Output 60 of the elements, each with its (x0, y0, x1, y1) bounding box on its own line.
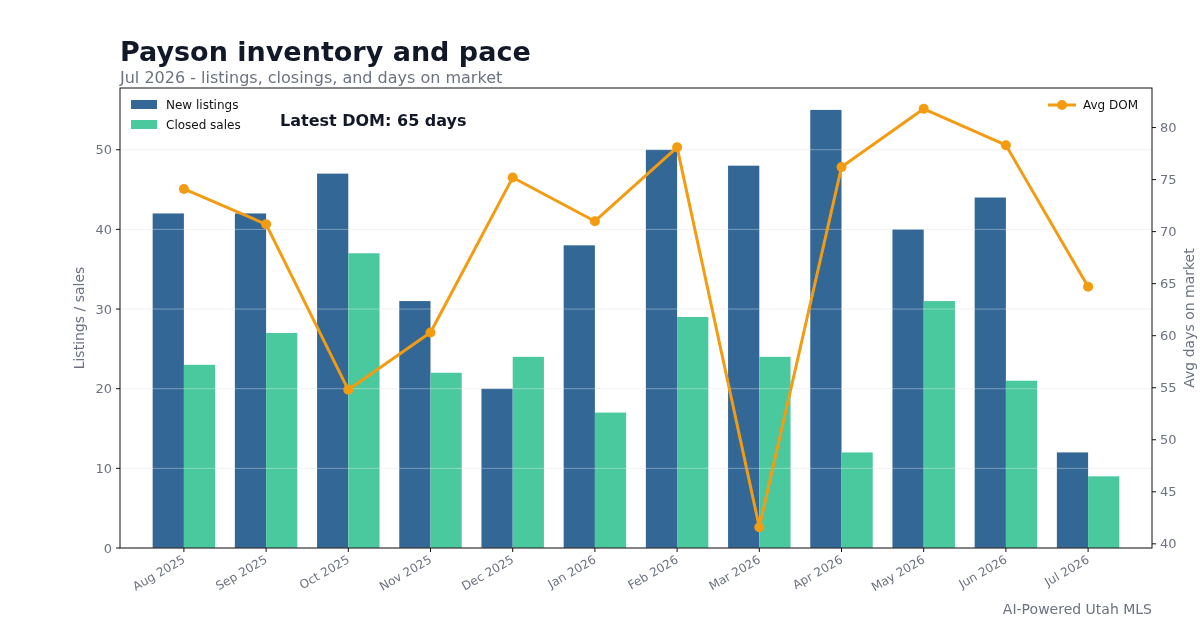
y-tick-label: 0 (103, 540, 112, 556)
y-tick-label: 20 (95, 381, 112, 397)
bar (481, 388, 513, 548)
text: AI-Powered Utah MLS (1002, 601, 1153, 617)
y-tick-label: 40 (95, 221, 112, 237)
chart-subtitle: Jul 2026 - listings, closings, and days on market (119, 68, 503, 87)
y2-tick-label: 80 (1160, 120, 1177, 136)
bar (1005, 380, 1038, 548)
chart-title: Payson inventory and pace (120, 36, 531, 67)
point (836, 162, 847, 173)
bar (430, 372, 462, 548)
bar (645, 149, 678, 548)
y2-tick-label: 40 (1160, 536, 1177, 552)
bar (974, 197, 1006, 548)
point (754, 522, 765, 533)
bar (266, 332, 298, 548)
point (918, 103, 929, 114)
bar (841, 452, 873, 548)
bar (923, 301, 955, 548)
bar (563, 245, 595, 548)
bar (512, 356, 544, 548)
bar (1088, 476, 1120, 548)
bar (810, 109, 842, 548)
y2-tick-label: 45 (1160, 484, 1177, 500)
y-tick-label: 30 (95, 301, 112, 317)
bar (728, 165, 760, 548)
y2-tick-label: 70 (1160, 224, 1177, 240)
bar (317, 173, 349, 548)
bar (1056, 452, 1089, 548)
point (672, 142, 683, 153)
y2-tick-label: 55 (1160, 380, 1177, 396)
y-tick-label: 10 (95, 460, 112, 476)
point (343, 384, 354, 395)
y-tick-label: 50 (95, 142, 112, 158)
y2-tick-label: 50 (1160, 432, 1177, 448)
bar (183, 364, 216, 548)
legend-label: Closed sales (166, 118, 241, 133)
point (1000, 140, 1011, 151)
bar (399, 301, 431, 548)
bar (152, 213, 184, 548)
y2-tick-label: 65 (1160, 276, 1177, 292)
y-axis-title: Listings / sales (71, 266, 87, 370)
y2-tick-label: 75 (1160, 172, 1177, 188)
point (178, 183, 189, 194)
point (589, 216, 600, 227)
point (425, 327, 436, 338)
annotation: Latest DOM: 65 days (280, 111, 467, 130)
y2-axis-title: Avg days on market (1181, 247, 1197, 388)
bar (677, 317, 709, 548)
bar (594, 412, 627, 548)
y2-tick-label: 60 (1160, 328, 1177, 344)
bar (234, 213, 267, 548)
legend-label: Avg DOM (1083, 98, 1139, 113)
point (261, 219, 272, 230)
bar (759, 356, 791, 548)
point (507, 172, 518, 183)
bar (892, 229, 924, 548)
legend-label: New listings (166, 98, 239, 113)
bar (348, 253, 380, 548)
point (1083, 281, 1094, 292)
